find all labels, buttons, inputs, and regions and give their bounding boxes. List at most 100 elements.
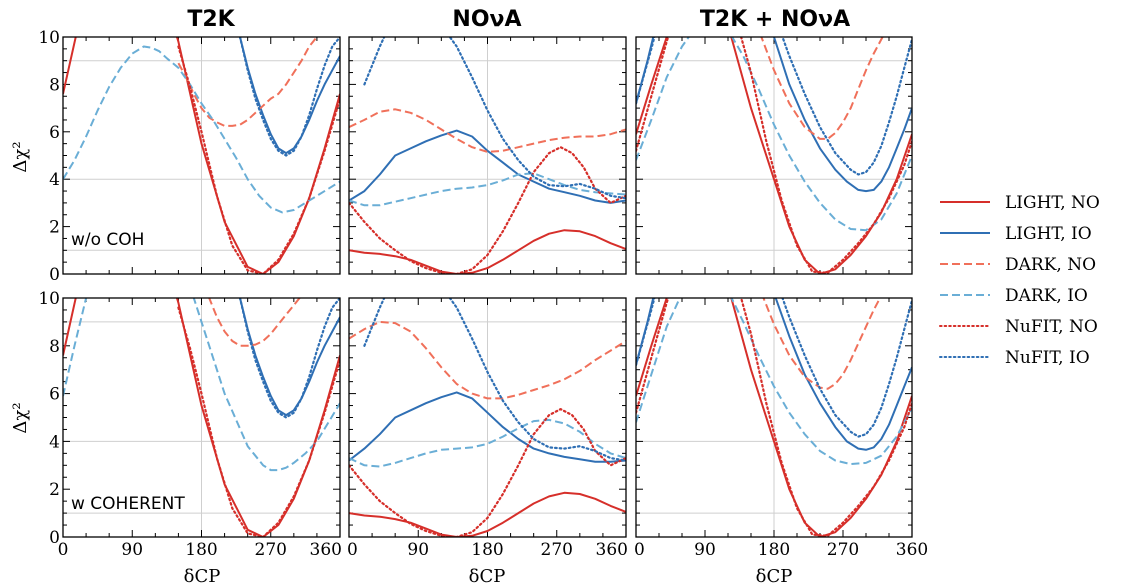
x-axis-label-left: δCP [184, 566, 221, 587]
series-line-dark-io [636, 298, 912, 466]
series-line-light-io [349, 129, 626, 204]
panel-2 [348, 36, 627, 275]
series-group [63, 37, 340, 274]
series-line-light-io [636, 298, 912, 451]
legend-item: NuFIT, NO [939, 317, 1098, 337]
y-tick-label: 8 [49, 75, 60, 95]
series-line-nufit-no [177, 45, 340, 274]
x-tick-label: 270 [541, 540, 573, 560]
y-tick-label: 10 [38, 28, 60, 48]
x-axis-label-right: δCP [756, 566, 793, 587]
column-title-combined: T2K + NOνA [700, 7, 850, 32]
y-tick-label: 2 [49, 480, 60, 500]
column-title-nova: NOνA [452, 7, 521, 32]
panel-6: 0 90 180 270 360 [634, 297, 928, 560]
series-line-light-no [349, 229, 626, 274]
x-axis-label-middle: δCP [469, 566, 506, 587]
x-tick-label: 0 [347, 540, 358, 560]
legend-item: LIGHT, NO [940, 193, 1100, 213]
series-line-light-no [63, 37, 340, 274]
y-axis-label-top: Δχ² [10, 141, 31, 172]
gridlines [636, 298, 912, 537]
series-line-dark-io [636, 37, 912, 232]
series-line-nufit-no [349, 146, 626, 274]
series-line-nufit-io [636, 37, 912, 176]
series-group [63, 298, 340, 537]
series-line-dark-no [349, 108, 626, 153]
series-group [636, 37, 912, 274]
y-tick-label: 4 [49, 170, 60, 190]
y-tick-label: 2 [49, 218, 60, 238]
legend-item: DARK, NO [940, 255, 1096, 275]
series-line-light-io [636, 37, 912, 193]
series-group [636, 298, 912, 537]
x-tick-label: 360 [596, 540, 628, 560]
legend-label: DARK, NO [1005, 255, 1096, 275]
legend-label: LIGHT, NO [1005, 193, 1100, 213]
series-group [349, 298, 626, 537]
y-tick-label: 10 [38, 289, 60, 309]
legend-item: LIGHT, IO [940, 224, 1092, 244]
gridlines [349, 298, 626, 537]
panel-annotation: w COHERENT [71, 494, 185, 514]
legend-label: DARK, IO [1005, 286, 1088, 306]
x-tick-label: 360 [896, 540, 928, 560]
x-tick-label: 0 [58, 540, 69, 560]
series-line-nufit-io [636, 298, 912, 438]
x-tick-label: 360 [310, 540, 342, 560]
series-line-dark-no [208, 298, 301, 347]
x-tick-label: 90 [407, 540, 429, 560]
panel-4: 0 2 4 6 8 10 0 90 180 270 360 w COHERENT [38, 289, 342, 560]
x-tick-label: 90 [694, 540, 716, 560]
series-line-nufit-io [363, 37, 626, 200]
y-tick-label: 4 [49, 432, 60, 452]
panel-frame [348, 297, 627, 538]
x-tick-label: 180 [185, 540, 217, 560]
legend-item: DARK, IO [940, 286, 1088, 306]
panel-frame [348, 36, 627, 275]
series-line-nufit-io [238, 298, 340, 419]
panel-annotation: w/o COH [71, 230, 144, 250]
series-line-nufit-no [636, 37, 912, 274]
panel-frame [635, 297, 913, 538]
series-line-dark-no [177, 37, 318, 127]
y-tick-label: 6 [49, 123, 60, 143]
legend-label: LIGHT, IO [1005, 224, 1092, 244]
y-tick-label: 0 [49, 528, 60, 548]
series-line-dark-no [349, 320, 626, 400]
legend-label: NuFIT, IO [1005, 348, 1090, 368]
x-axis-labels: δCP δCP δCP [184, 566, 793, 587]
panel-5: 0 90 180 270 360 [347, 297, 628, 560]
x-tick-label: 270 [255, 540, 287, 560]
column-titles: T2K NOνA T2K + NOνA [187, 7, 850, 32]
y-tick-label: 0 [49, 265, 60, 285]
series-line-nufit-no [177, 306, 340, 537]
x-tick-label: 90 [121, 540, 143, 560]
x-tick-label: 270 [827, 540, 859, 560]
y-tick-label: 8 [49, 337, 60, 357]
series-line-light-io [349, 391, 626, 463]
legend: LIGHT, NO LIGHT, IO DARK, NO DARK, IO NuFIT,… [939, 193, 1100, 368]
series-line-dark-io [349, 418, 626, 468]
panel-frame [62, 297, 341, 538]
panel-3 [635, 36, 913, 275]
panel-1: 0 2 4 6 8 10 w/o COH [38, 28, 341, 285]
panel-frame [635, 36, 913, 275]
series-line-dark-io [63, 298, 340, 472]
series-line-nufit-io [363, 298, 626, 462]
panel-frame [62, 36, 341, 275]
y-tick-label: 6 [49, 385, 60, 405]
series-line-light-io [239, 37, 340, 155]
column-title-t2k: T2K [187, 7, 235, 32]
series-line-dark-io [63, 45, 340, 214]
y-axis-labels: Δχ² Δχ² [10, 141, 31, 433]
legend-label: NuFIT, NO [1005, 317, 1098, 337]
x-tick-label: 180 [471, 540, 503, 560]
series-line-dark-no [762, 298, 882, 390]
series-group [349, 37, 626, 274]
legend-item: NuFIT, IO [939, 348, 1090, 368]
series-line-light-no [349, 491, 626, 537]
series-line-nufit-io [238, 37, 340, 157]
x-tick-label: 0 [634, 540, 645, 560]
